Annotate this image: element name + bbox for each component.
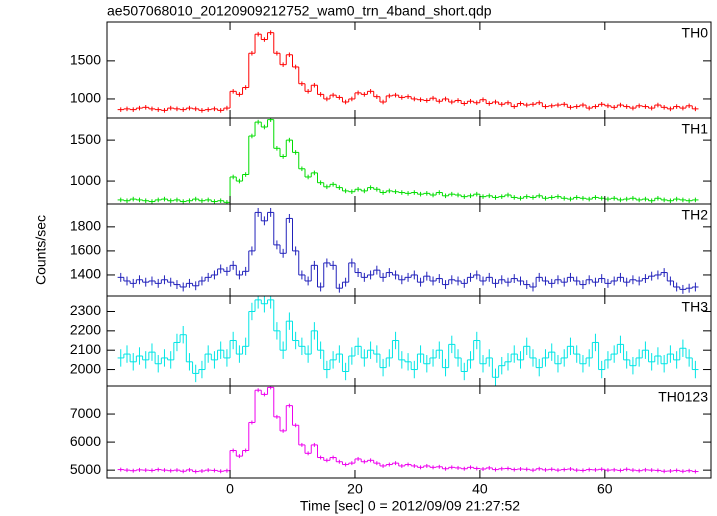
- x-tick-label: 60: [597, 481, 613, 497]
- panel-frame: [106, 385, 712, 479]
- y-tick-label: 1000: [70, 172, 101, 188]
- y-tick-label: 1800: [70, 218, 101, 234]
- y-tick-label: 1400: [70, 266, 101, 282]
- y-tick-label: 1500: [70, 52, 101, 68]
- x-tick-label: 40: [472, 481, 488, 497]
- x-axis-label: Time [sec] 0 = 2012/09/09 21:27:52: [300, 498, 520, 514]
- y-tick-label: 2100: [70, 341, 101, 357]
- y-tick-label: 2300: [70, 302, 101, 318]
- y-tick-label: 2200: [70, 322, 101, 338]
- panel-label: TH1: [682, 121, 709, 137]
- panel-label: TH0123: [658, 389, 708, 405]
- y-tick-label: 2000: [70, 360, 101, 376]
- y-tick-label: 1600: [70, 242, 101, 258]
- y-tick-label: 7000: [70, 405, 101, 421]
- y-axis-label: Counts/sec: [33, 215, 49, 285]
- x-tick-label: 0: [226, 481, 234, 497]
- y-tick-label: 5000: [70, 461, 101, 477]
- chart-title: ae507068010_20120909212752_wam0_trn_4ban…: [107, 3, 492, 19]
- y-tick-label: 6000: [70, 433, 101, 449]
- panel-label: TH0: [682, 25, 709, 41]
- panel-label: TH3: [682, 299, 709, 315]
- y-tick-label: 1500: [70, 131, 101, 147]
- y-tick-label: 1000: [70, 90, 101, 106]
- panel-label: TH2: [682, 207, 709, 223]
- x-tick-label: 20: [347, 481, 363, 497]
